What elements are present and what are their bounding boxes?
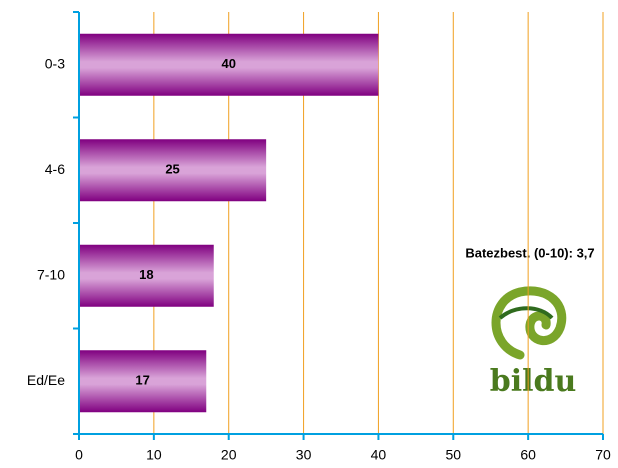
x-tick-label: 30: [296, 447, 312, 463]
data-label: 17: [135, 373, 149, 388]
x-tick-label: 0: [75, 447, 83, 463]
x-tick-label: 20: [221, 447, 237, 463]
bar: [79, 350, 207, 413]
y-tick-label: 7-10: [37, 266, 65, 282]
logo: bildu: [490, 286, 577, 399]
x-tick-label: 40: [371, 447, 387, 463]
annotation: Batezbest. (0-10): 3,7: [465, 245, 594, 260]
bar: [79, 33, 379, 96]
logo-swirl-inner: [498, 306, 554, 320]
y-tick-label: 4-6: [45, 161, 65, 177]
data-label: 18: [139, 267, 153, 282]
y-tick-label: 0-3: [45, 55, 65, 71]
x-tick-label: 10: [146, 447, 162, 463]
data-label: 25: [165, 162, 179, 177]
x-tick-label: 50: [445, 447, 461, 463]
data-label: 40: [221, 56, 235, 71]
bar: [79, 244, 214, 307]
x-tick-label: 70: [595, 447, 611, 463]
x-tick-label: 60: [520, 447, 536, 463]
bar: [79, 139, 267, 202]
logo-swirl: [491, 286, 567, 360]
y-tick-label: Ed/Ee: [27, 372, 65, 388]
logo-text: bildu: [490, 364, 577, 399]
